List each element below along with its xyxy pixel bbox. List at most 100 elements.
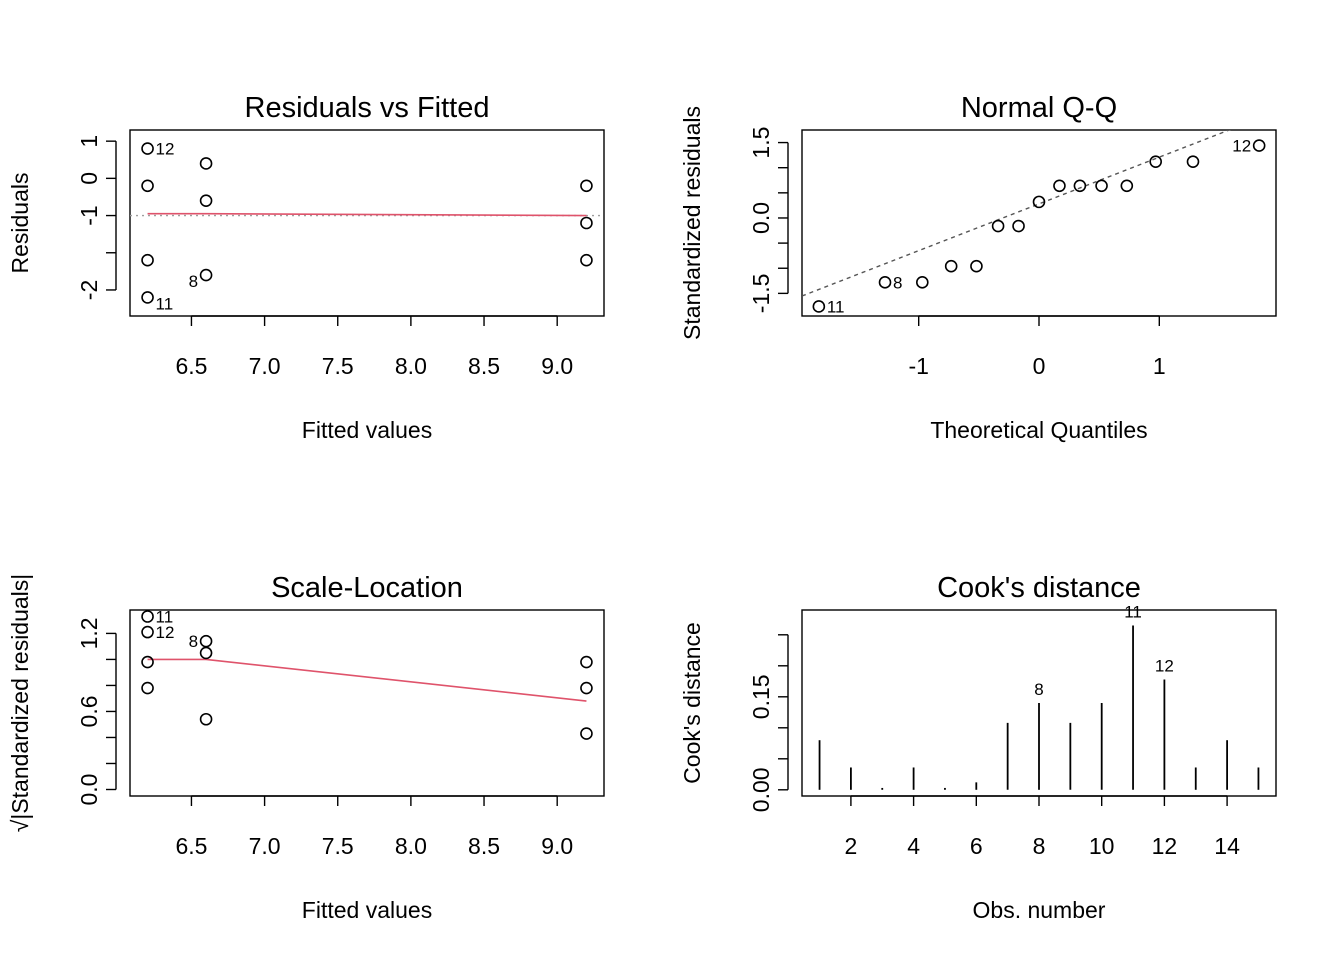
data-point — [970, 259, 983, 273]
data-point — [141, 179, 154, 193]
y-tick-label: 0 — [76, 172, 102, 185]
plot-area — [130, 212, 604, 217]
y-tick-label: 0.00 — [748, 767, 774, 812]
point-label: 12 — [156, 140, 175, 159]
y-tick-label: -2 — [76, 280, 102, 300]
chart-title: Normal Q-Q — [961, 92, 1117, 124]
y-tick-label: -1 — [76, 205, 102, 225]
data-point — [1120, 179, 1134, 193]
data-point — [141, 291, 154, 304]
x-tick-label: 7.0 — [249, 833, 281, 859]
data-point — [141, 142, 154, 155]
x-tick-label: 8.0 — [395, 833, 427, 859]
y-tick-label: -1.5 — [748, 274, 774, 314]
plot-area — [818, 625, 1260, 790]
scale-location-panel: Scale-Location Fitted values √|Standardi… — [7, 572, 605, 923]
x-tick-label: 8.5 — [468, 353, 500, 379]
y-tick-label: 1.5 — [748, 127, 774, 159]
y-tick-label: 1.2 — [76, 617, 102, 649]
y-axis-label: √|Standardized residuals| — [7, 574, 33, 833]
plot-area — [147, 658, 587, 702]
cooks-distance-panel: Cook's distance Obs. number Cook's dista… — [679, 572, 1277, 923]
smooth-line — [147, 212, 587, 217]
data-point — [199, 268, 213, 282]
x-tick-label: 0 — [1033, 353, 1046, 379]
data-point — [1053, 179, 1066, 193]
bar-label: 11 — [1124, 603, 1142, 622]
plot-frame — [129, 129, 605, 317]
residuals-vs-fitted-panel: Residuals vs Fitted Fitted values Residu… — [7, 92, 605, 443]
x-tick-label: 6.5 — [175, 353, 207, 379]
data-point — [944, 259, 958, 273]
data-point — [916, 276, 929, 289]
data-point — [580, 655, 593, 669]
data-point — [141, 625, 154, 639]
data-point — [878, 276, 892, 289]
x-tick-label: 7.0 — [249, 353, 281, 379]
data-point — [1032, 195, 1046, 209]
data-point — [1149, 155, 1162, 168]
x-tick-label: 9.0 — [541, 833, 573, 859]
y-axis-label: Standardized residuals — [679, 106, 705, 340]
point-label: 8 — [189, 632, 198, 651]
data-point — [580, 216, 593, 230]
x-axis-label: Obs. number — [973, 897, 1106, 923]
x-tick-label: 6.5 — [175, 833, 207, 859]
normal-qq-panel: Normal Q-Q Theoretical Quantiles Standar… — [679, 92, 1277, 443]
y-tick-label: 1 — [76, 135, 102, 148]
x-tick-label: 8.5 — [468, 833, 500, 859]
data-point — [1095, 179, 1108, 193]
data-point — [580, 179, 593, 193]
x-axis-label: Theoretical Quantiles — [930, 417, 1147, 443]
x-tick-label: 8 — [1033, 833, 1046, 859]
chart-title: Residuals vs Fitted — [245, 92, 490, 124]
x-tick-label: 12 — [1152, 833, 1178, 859]
x-axis-label: Fitted values — [302, 417, 432, 443]
bar-label: 8 — [1034, 680, 1043, 699]
x-tick-label: 7.5 — [322, 353, 354, 379]
data-point — [141, 253, 154, 267]
point-label: 11 — [156, 608, 174, 627]
x-tick-label: 2 — [845, 833, 858, 859]
data-point — [199, 646, 213, 660]
data-point — [812, 300, 826, 313]
y-axis-label: Cook's distance — [679, 622, 705, 784]
x-tick-label: 8.0 — [395, 353, 427, 379]
y-tick-label: 0.0 — [76, 774, 102, 806]
y-tick-label: 0.15 — [748, 674, 774, 719]
qq-reference-line — [802, 130, 1232, 297]
x-tick-label: -1 — [908, 353, 928, 379]
data-point — [141, 681, 154, 695]
x-tick-label: 4 — [907, 833, 920, 859]
point-label: 12 — [156, 623, 175, 642]
x-tick-label: 1 — [1153, 353, 1166, 379]
data-point — [199, 634, 213, 648]
point-label: 11 — [156, 294, 174, 313]
x-axis-label: Fitted values — [302, 897, 432, 923]
chart-title: Cook's distance — [937, 572, 1141, 604]
x-tick-label: 7.5 — [322, 833, 354, 859]
x-tick-label: 10 — [1089, 833, 1115, 859]
data-point — [991, 219, 1005, 233]
point-label: 8 — [893, 273, 902, 292]
data-point — [580, 253, 593, 267]
data-point — [580, 681, 593, 695]
smooth-line — [147, 658, 587, 702]
bar-label: 12 — [1155, 656, 1174, 675]
data-point — [1252, 139, 1266, 152]
data-point — [1073, 179, 1087, 193]
data-point — [199, 157, 213, 170]
data-point — [199, 712, 213, 726]
plot-frame — [801, 129, 1277, 317]
data-point — [199, 194, 213, 207]
data-point — [1186, 155, 1200, 168]
x-tick-label: 6 — [970, 833, 983, 859]
plot-area — [802, 130, 1232, 297]
y-tick-label: 0.6 — [76, 695, 102, 727]
point-label: 12 — [1232, 137, 1251, 156]
data-point — [141, 610, 154, 623]
y-axis-label: Residuals — [7, 173, 33, 274]
point-label: 8 — [189, 272, 198, 291]
y-tick-label: 0.0 — [748, 202, 774, 234]
